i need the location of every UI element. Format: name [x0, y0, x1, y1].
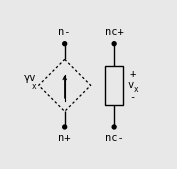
Text: +: + — [129, 69, 135, 79]
Text: nc+: nc+ — [105, 27, 124, 37]
Circle shape — [112, 125, 116, 129]
Text: v: v — [127, 80, 133, 90]
Text: γv: γv — [24, 73, 36, 83]
Circle shape — [63, 42, 67, 46]
Text: nc-: nc- — [105, 134, 124, 143]
Bar — [105, 66, 123, 105]
Circle shape — [63, 125, 67, 129]
Circle shape — [112, 42, 116, 46]
Text: n-: n- — [58, 27, 71, 37]
Text: -: - — [129, 92, 135, 102]
Text: x: x — [32, 82, 36, 91]
Text: x: x — [133, 85, 138, 94]
Text: n+: n+ — [58, 134, 71, 143]
